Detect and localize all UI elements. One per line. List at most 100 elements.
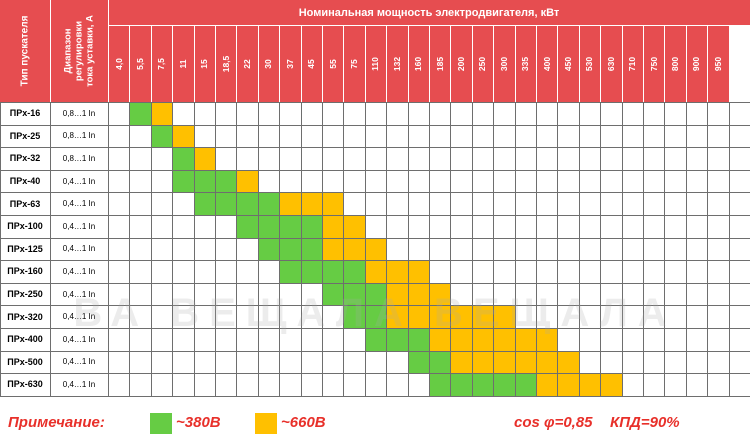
table-cell [300,282,322,306]
power-label: 750 [648,56,659,71]
power-label: 11 [177,59,188,68]
table-cell [664,328,686,351]
grid-line [0,169,750,171]
table-cell [578,260,601,283]
table-cell [450,282,472,306]
table-cell [215,237,237,261]
header-divider [600,25,602,102]
grid-line [215,102,216,396]
table-cell [386,124,408,148]
table-cell [707,373,729,396]
table-cell [429,169,451,193]
table-cell [386,282,408,306]
table-cell [257,124,280,148]
power-column-19: 335 [514,25,536,102]
grid-line [193,102,195,396]
table-cell [557,237,579,261]
table-cell [150,215,173,238]
table-cell [407,350,429,374]
grid-line [0,237,750,239]
grid-line [50,102,51,396]
table-cell [643,373,665,396]
table-cell [429,102,451,125]
table-cell [685,237,708,261]
table-cell [172,124,194,148]
table-cell [279,350,301,374]
table-cell [257,215,280,238]
table-cell [129,305,151,328]
grid-line [279,102,281,396]
table-cell [343,260,365,283]
grid-line [493,102,495,396]
power-label: 55 [327,58,338,69]
row-range-10: 0,4…1 In [62,334,96,344]
table-cell [707,237,729,261]
table-cell [493,192,515,215]
table-cell [386,305,408,328]
table-cell [257,147,280,170]
table-cell [685,124,708,148]
power-label: 250 [477,56,488,71]
table-cell [514,328,536,351]
table-cell [578,282,601,306]
row-type-1: ПРх-25 [9,130,41,141]
grid-line [0,124,750,126]
header-divider [429,25,430,102]
table-cell [386,237,408,261]
table-cell [215,147,237,170]
grid-line [300,102,302,396]
table-cell [364,237,387,261]
table-cell [536,373,558,396]
grid-line [364,102,366,396]
table-cell [193,328,215,351]
table-cell [685,215,708,238]
table-cell [471,373,494,396]
grid-line [643,102,644,396]
header-divider [450,25,452,102]
grid-line [578,102,580,396]
table-cell [557,192,579,215]
row-type-12: ПРх-630 [7,379,43,390]
table-cell [150,124,173,148]
table-cell [322,147,344,170]
power-column-25: 750 [643,25,665,102]
table-cell [600,305,622,328]
table-cell [343,237,365,261]
table-cell [150,282,173,306]
table-cell [578,373,601,396]
header-range-label: Диапазон регулировки тока уставки, А [62,15,96,87]
table-cell [300,147,322,170]
row-type-11: ПРх-500 [7,356,43,367]
table-cell [621,328,643,351]
table-cell [621,237,643,261]
power-column-3: 11 [172,25,194,102]
header-power-title: Номинальная мощность электродвигателя, к… [108,0,750,25]
header-divider [129,25,131,102]
table-cell [664,237,686,261]
table-cell [429,237,451,261]
table-cell [322,124,344,148]
power-column-15: 185 [429,25,451,102]
table-cell [108,169,130,193]
grid-line [429,102,430,396]
table-cell [257,102,280,125]
table-cell [450,260,472,283]
power-column-24: 710 [621,25,643,102]
table-cell [536,147,558,170]
table-cell [364,328,387,351]
row-type-10: ПРх-400 [7,334,43,345]
power-label: 18,5 [220,55,231,72]
row-type-6: ПРх-125 [7,243,43,254]
power-label: 30 [263,58,274,69]
row-range-1: 0,8…1 In [62,131,96,141]
table-cell [236,102,258,125]
grid-line [471,102,473,396]
table-cell [514,102,536,125]
table-cell [364,260,387,283]
table-cell [664,282,686,306]
table-cell [600,373,622,396]
table-cell [257,282,280,306]
table-cell [685,373,708,396]
table-cell [364,192,387,215]
table-cell [215,350,237,374]
